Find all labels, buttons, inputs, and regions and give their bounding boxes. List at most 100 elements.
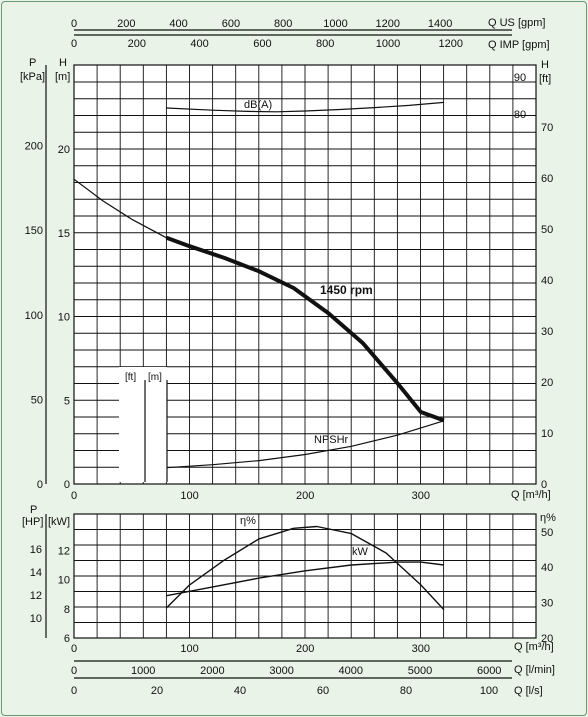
q-imp-tick: 1200 bbox=[439, 38, 463, 50]
rpm-label: 1450 rpm bbox=[320, 283, 373, 297]
hp-tick: 10 bbox=[30, 613, 42, 625]
h-ft-tick: 30 bbox=[541, 326, 553, 338]
q-imp-tick: 800 bbox=[316, 38, 334, 50]
q-us-tick: 1000 bbox=[323, 18, 347, 30]
h-left-label: H bbox=[59, 57, 67, 69]
hp-tick: 14 bbox=[30, 567, 42, 579]
npshr-curve bbox=[166, 420, 445, 469]
q-us-tick: 200 bbox=[117, 18, 135, 30]
kw-tick: 6 bbox=[64, 633, 70, 645]
npsh-scale-box bbox=[119, 367, 167, 482]
h-m-tick: 10 bbox=[58, 312, 70, 324]
q-us-tick: 1400 bbox=[428, 18, 452, 30]
h-ft-tick: 10 bbox=[541, 428, 553, 440]
curves-group bbox=[73, 101, 445, 611]
eta-tick: 30 bbox=[541, 598, 553, 610]
npsh-ft-label: [ft] bbox=[125, 372, 136, 383]
m-label: [m] bbox=[55, 71, 70, 83]
eta-tick: 40 bbox=[541, 562, 553, 574]
db-curve-label: dB(A) bbox=[244, 99, 272, 111]
q-m3h-top-label: Q [m³/h] bbox=[511, 489, 551, 501]
eta-tick: 20 bbox=[541, 633, 553, 645]
q-us-tick: 1200 bbox=[376, 18, 400, 30]
q-m3h-bottom-tick: 0 bbox=[71, 643, 77, 655]
hp-tick: 12 bbox=[30, 590, 42, 602]
l-s-tick: 100 bbox=[480, 685, 498, 697]
eta-right-label: η% bbox=[540, 512, 556, 524]
kw-unit-label: [kW] bbox=[48, 516, 70, 528]
q-imp-tick: 0 bbox=[71, 38, 77, 50]
q-m3h-tick: 0 bbox=[71, 490, 77, 502]
kw-tick: 10 bbox=[58, 575, 70, 587]
h-ft-tick: 0 bbox=[541, 479, 547, 491]
db-tick: 90 bbox=[514, 72, 526, 84]
hp-tick: 16 bbox=[30, 544, 42, 556]
h-ft-tick: 40 bbox=[541, 275, 553, 287]
kpa-tick: 100 bbox=[25, 310, 43, 322]
h-m-tick: 0 bbox=[64, 479, 70, 491]
l-s-tick: 40 bbox=[234, 685, 246, 697]
q-m3h-tick: 100 bbox=[180, 490, 198, 502]
h-ft-tick: 50 bbox=[541, 224, 553, 236]
l-min-tick: 1000 bbox=[131, 665, 155, 677]
q-us-tick: 600 bbox=[222, 18, 240, 30]
h-right-label: H bbox=[541, 59, 549, 71]
q-imp-tick: 600 bbox=[253, 38, 271, 50]
kw-tick: 8 bbox=[64, 604, 70, 616]
l-s-tick: 60 bbox=[317, 685, 329, 697]
hp-label: [HP] bbox=[22, 516, 43, 528]
bottom-grid bbox=[74, 514, 536, 638]
power-kw-curve bbox=[166, 561, 444, 597]
p-bottom-label: P bbox=[30, 504, 37, 516]
l-min-tick: 3000 bbox=[269, 665, 293, 677]
q-imp-label: Q IMP [gpm] bbox=[488, 39, 550, 51]
kpa-tick: 0 bbox=[37, 479, 43, 491]
h-m-tick: 15 bbox=[58, 228, 70, 240]
q-us-label: Q US [gpm] bbox=[488, 17, 545, 29]
db-curve bbox=[166, 101, 444, 113]
l-min-tick: 6000 bbox=[477, 665, 501, 677]
q-m3h-bottom-tick: 200 bbox=[296, 643, 314, 655]
h-ft-tick: 60 bbox=[541, 173, 553, 185]
q-m3h-bottom-tick: 100 bbox=[180, 643, 198, 655]
efficiency-curve bbox=[166, 525, 445, 611]
kpa-tick: 200 bbox=[25, 141, 43, 153]
l-min-tick: 0 bbox=[71, 665, 77, 677]
q-lmin-label: Q [l/min] bbox=[514, 664, 555, 676]
h-m-tick: 5 bbox=[64, 395, 70, 407]
q-ls-label: Q [l/s] bbox=[514, 685, 543, 697]
q-imp-tick: 1000 bbox=[376, 38, 400, 50]
l-s-tick: 0 bbox=[71, 685, 77, 697]
h-ft-tick: 70 bbox=[541, 122, 553, 134]
q-m3h-bottom-label: Q [m³/h] bbox=[514, 641, 554, 653]
q-m3h-bottom-tick: 300 bbox=[412, 643, 430, 655]
head-curve-1450-rpm bbox=[165, 235, 445, 423]
p-label: P bbox=[29, 57, 36, 69]
kpa-tick: 150 bbox=[25, 225, 43, 237]
l-s-tick: 80 bbox=[400, 685, 412, 697]
db-tick: 80 bbox=[514, 109, 526, 121]
kpa-tick: 50 bbox=[31, 394, 43, 406]
q-us-tick: 400 bbox=[169, 18, 187, 30]
q-imp-tick: 200 bbox=[128, 38, 146, 50]
l-s-tick: 20 bbox=[151, 685, 163, 697]
h-m-tick: 20 bbox=[58, 144, 70, 156]
npsh-m-label: [m] bbox=[148, 372, 162, 383]
kw-curve-label: kW bbox=[352, 546, 369, 558]
h-ft-tick: 20 bbox=[541, 377, 553, 389]
q-m3h-tick: 200 bbox=[296, 490, 314, 502]
q-imp-tick: 400 bbox=[190, 38, 208, 50]
q-m3h-tick: 300 bbox=[412, 490, 430, 502]
ft-label: [ft] bbox=[539, 73, 551, 85]
l-min-tick: 4000 bbox=[339, 665, 363, 677]
l-min-tick: 2000 bbox=[200, 665, 224, 677]
eta-curve-label: η% bbox=[240, 515, 256, 527]
l-min-tick: 5000 bbox=[408, 665, 432, 677]
kpa-label: [kPa] bbox=[20, 71, 45, 83]
q-us-tick: 0 bbox=[71, 18, 77, 30]
eta-tick: 50 bbox=[541, 527, 553, 539]
kw-tick: 12 bbox=[58, 545, 70, 557]
q-us-tick: 800 bbox=[274, 18, 292, 30]
npsh-curve-label: NPSHr bbox=[314, 434, 349, 446]
